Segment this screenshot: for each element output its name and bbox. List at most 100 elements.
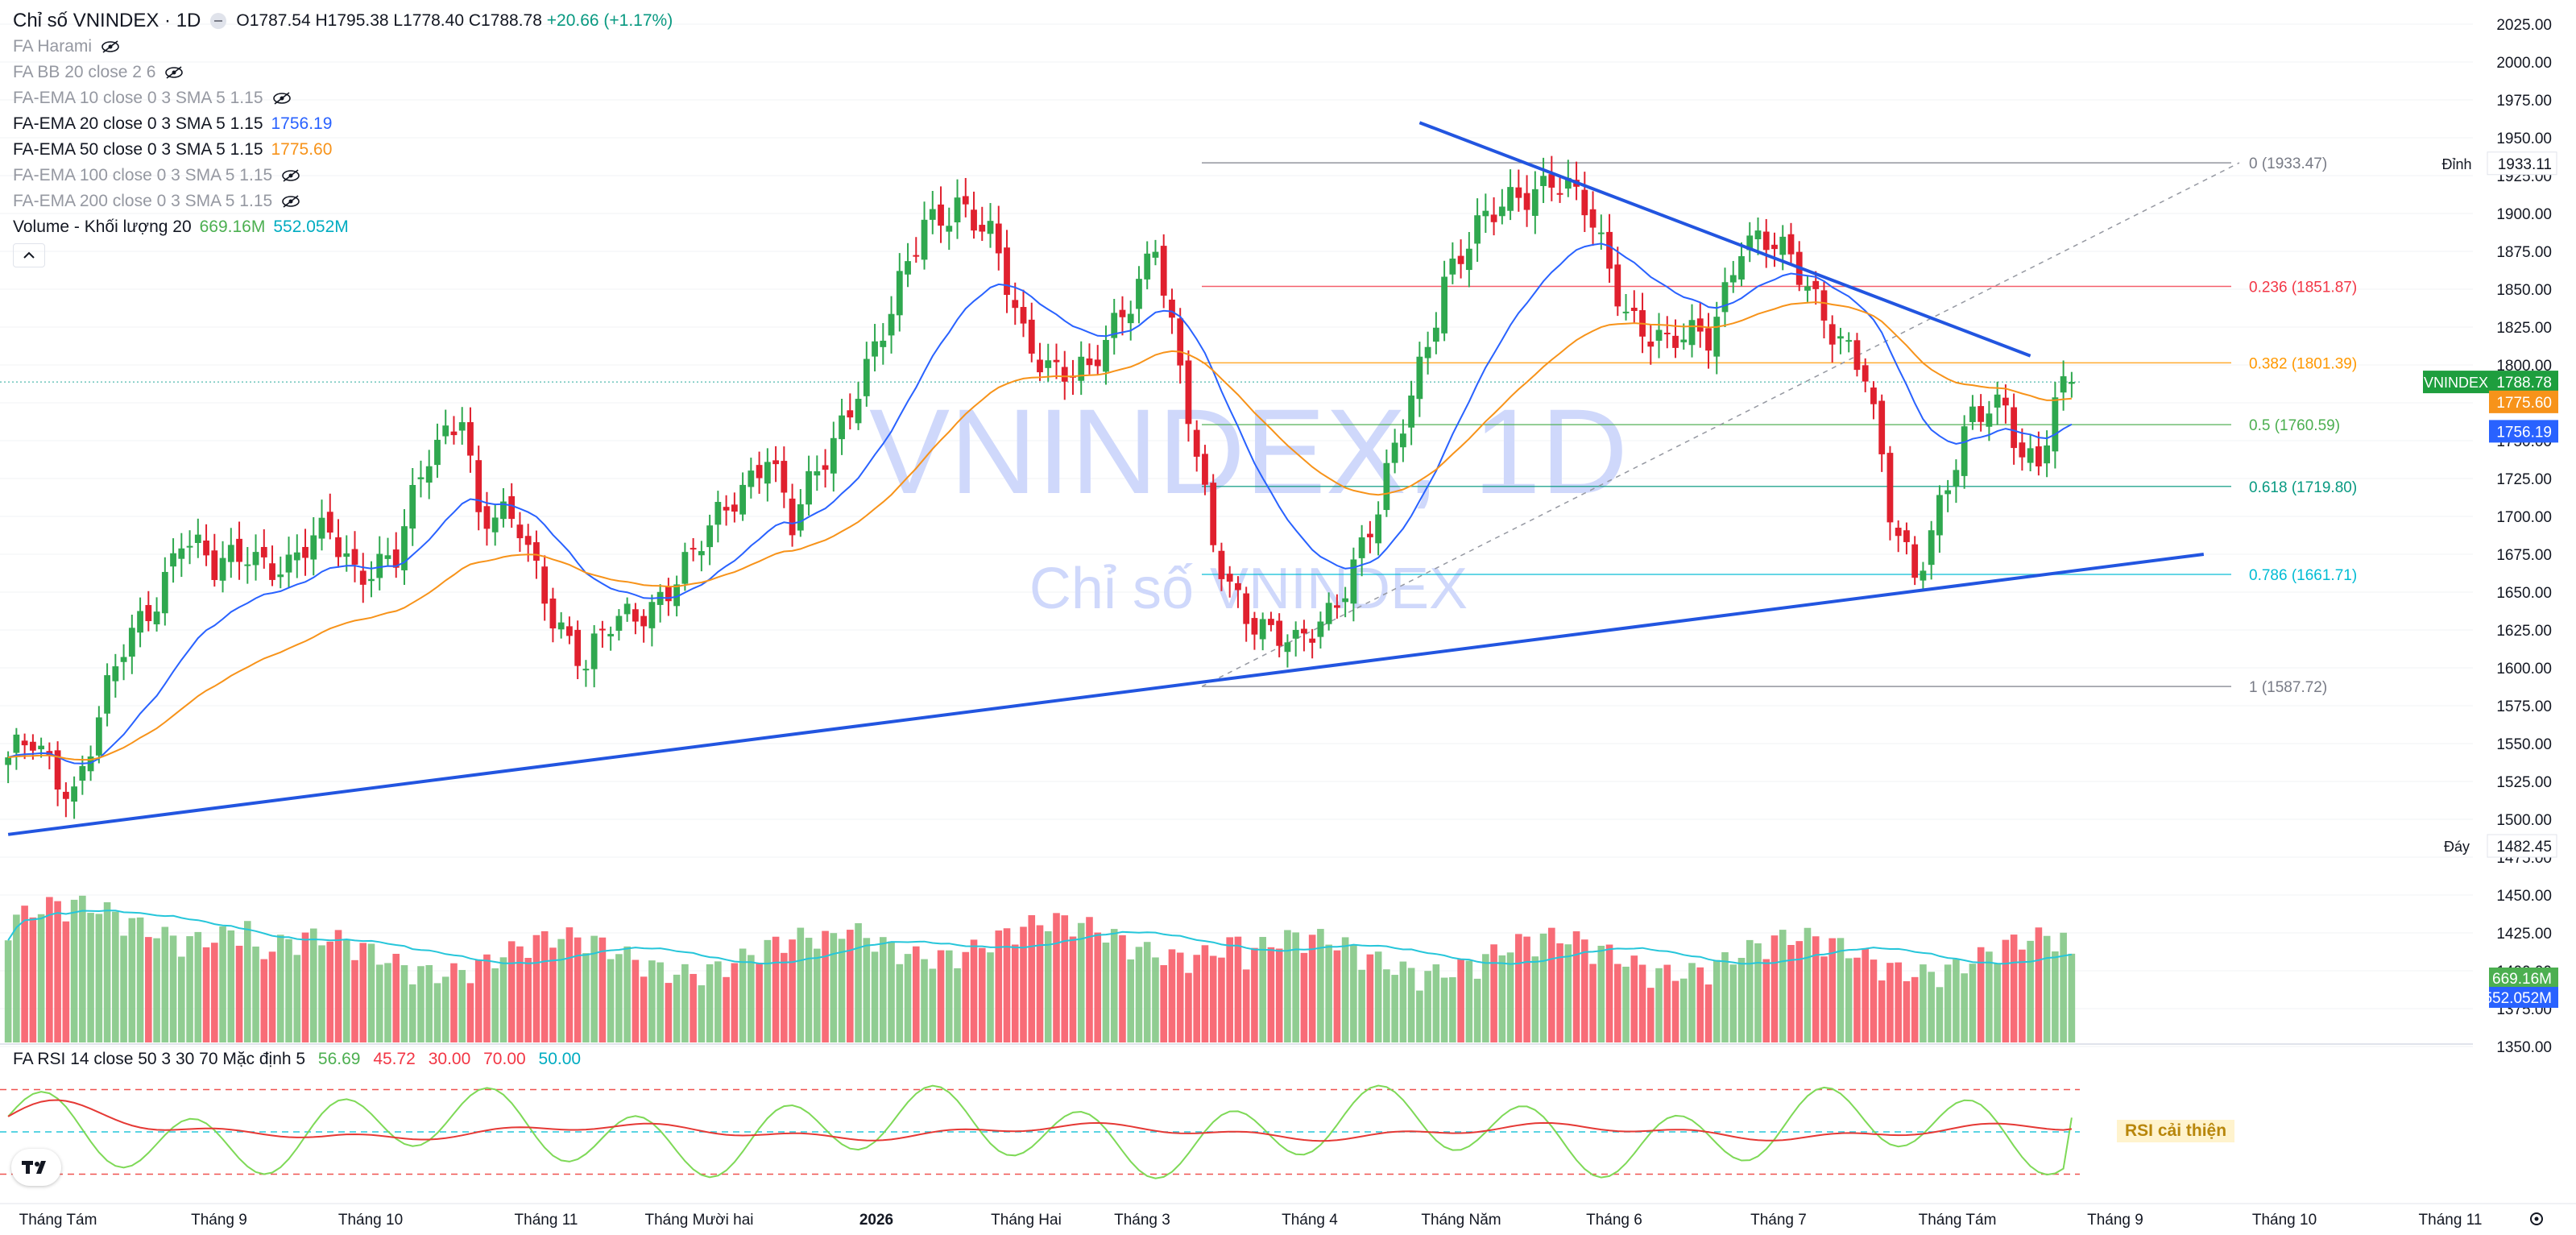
rsi-legend[interactable]: FA RSI 14 close 50 3 30 70 Mặc định 5 56… [13,1050,589,1069]
candle-body [814,470,821,476]
volume-bar [268,951,276,1042]
eye-off-icon[interactable] [164,65,184,80]
candle-body [1136,279,1142,309]
candle-body [104,675,110,714]
volume-tag-value: 552.052M [2483,990,2552,1007]
volume-bar [342,939,350,1042]
volume-bar [1746,939,1754,1042]
eye-off-icon[interactable] [271,91,292,106]
eye-off-icon[interactable] [280,194,301,209]
symbol-row[interactable]: Chỉ số VNINDEX · 1D O1787.54 H1795.38 L1… [13,8,673,34]
candle-body [1696,318,1704,332]
volume-bar [623,946,631,1042]
volume-bar [1564,944,1572,1042]
indicator-row[interactable]: FA-EMA 20 close 0 3 SMA 5 1.15 1756.19 [13,111,673,137]
rsi-annotation[interactable]: RSI cải thiện [2117,1120,2235,1142]
volume-bar [739,948,747,1042]
indicator-row[interactable]: FA-EMA 10 close 0 3 SMA 5 1.15 [13,85,673,111]
volume-bar [62,921,70,1042]
volume-bar [2019,949,2026,1042]
volume-legend-row[interactable]: Volume - Khối lượng 20 669.16M 552.052M [13,214,673,240]
volume-value: 669.16M [199,218,266,236]
volume-bar [120,935,127,1042]
collapse-legend-button[interactable] [13,243,45,267]
volume-bar [359,943,367,1042]
candle-body [483,506,491,529]
volume-bar [1473,978,1481,1042]
minus-icon[interactable] [209,11,228,31]
price-tick-label: 1900.00 [2496,206,2552,223]
volume-bar [723,976,730,1042]
volume-bar [1374,951,1382,1042]
volume-bar [1589,964,1597,1042]
volume-bar [921,959,928,1042]
volume-bar [351,959,358,1042]
indicator-row[interactable]: FA-EMA 200 close 0 3 SMA 5 1.15 [13,189,673,214]
candle-body [54,750,61,790]
candle-body [1597,232,1605,234]
trendlines[interactable] [7,121,2205,836]
fibonacci-levels[interactable]: 0 (1933.47) 0.236 (1851.87) 0.382 (1801.39… [0,155,2357,696]
symbol-tag-label: VNINDEX [2424,375,2488,391]
price-tick-label: 1500.00 [2496,812,2552,829]
volume-bar [1044,930,1052,1042]
candle-body [1862,365,1869,382]
volume-bar [252,946,259,1042]
symbol-title[interactable]: Chỉ số VNINDEX · 1D [13,10,201,31]
candle-body [450,431,458,436]
candle-body [62,791,69,799]
candle-body [640,615,648,627]
candle-body [29,741,36,751]
candle-body [1152,251,1159,258]
volume-bar [1837,938,1845,1042]
volume-bar [2027,940,2034,1042]
indicator-row[interactable]: FA-EMA 50 close 0 3 SMA 5 1.15 1775.60 [13,137,673,163]
candle-body [1012,300,1019,309]
volume-bar [103,901,111,1042]
candle-body [1309,638,1316,643]
symbol-tag-box [2423,371,2489,394]
candle-body [219,557,226,581]
price-axis[interactable]: 2025.002000.001975.001950.001925.001900.… [2423,0,2576,1235]
volume-bar [318,945,325,1042]
candle-body [781,461,788,493]
volume-bar [466,983,474,1042]
volume-bar [1185,972,1192,1042]
volume-bar [186,936,193,1042]
volume-bar [1020,926,1027,1042]
candle-body [1226,574,1233,582]
time-axis[interactable]: Tháng Tám Tháng 9 Tháng 10 Tháng 11 Tháng Mư… [0,1203,2576,1229]
candle-body [1482,210,1489,217]
eye-off-icon[interactable] [100,39,121,54]
price-tick-label: 1875.00 [2496,244,2552,261]
volume-bar [954,968,961,1042]
price-tick-label: 2025.00 [2496,17,2552,34]
indicator-row[interactable]: FA-EMA 100 close 0 3 SMA 5 1.15 [13,163,673,189]
volume-bar [2043,935,2051,1042]
price-tick-label: 1950.00 [2496,131,2552,147]
candle-body [1581,189,1588,216]
candle-body [269,563,275,580]
price-tag-value: 1775.60 [2496,395,2552,412]
candle-body [178,548,185,559]
candle-body [359,570,367,585]
indicator-row[interactable]: FA BB 20 close 2 6 [13,60,673,85]
volume-bar [706,964,714,1042]
indicator-row[interactable]: FA Harami [13,34,673,60]
tradingview-logo[interactable] [11,1149,61,1186]
candle-body [1160,246,1167,296]
candle-body [343,553,350,557]
volume-bar [1713,959,1721,1042]
volume-bar [70,899,78,1042]
gear-icon[interactable] [2526,1208,2547,1229]
candle-body [599,628,606,631]
candle-body [153,611,160,624]
volume-bar [681,964,689,1042]
eye-off-icon[interactable] [280,168,301,183]
candle-body [211,550,218,580]
volume-bar [161,926,169,1042]
candle-body [351,549,358,565]
candle-body [1251,618,1258,635]
volume-bar [1226,937,1233,1042]
